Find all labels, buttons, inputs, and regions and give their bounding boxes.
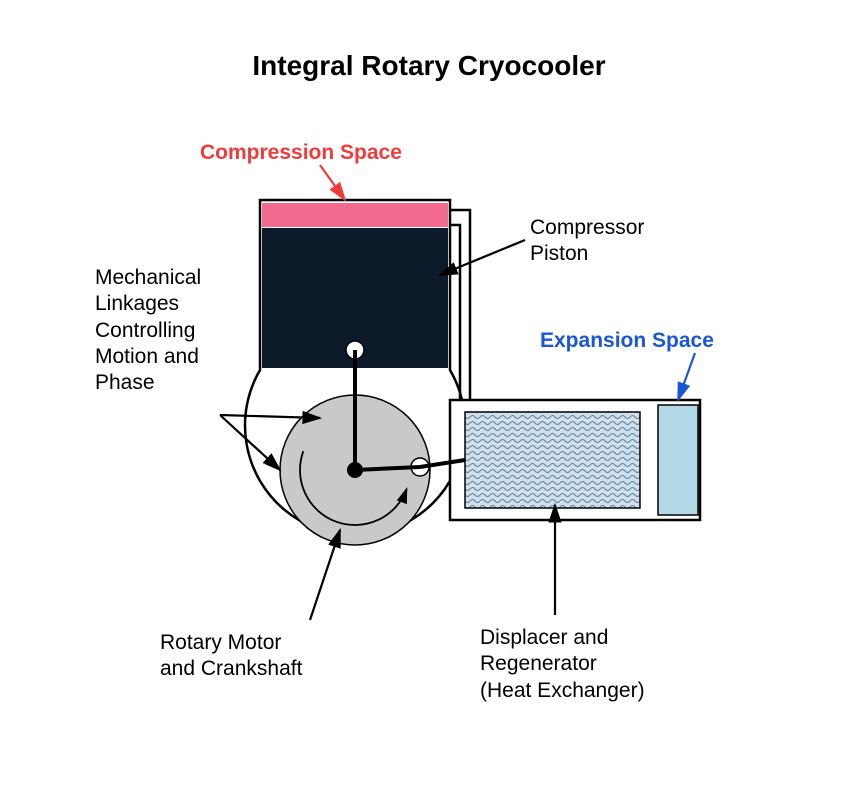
arrow-comp_space <box>320 165 345 200</box>
expansion-space <box>658 405 698 515</box>
arrow-comp_piston <box>440 240 525 275</box>
arrow-expansion <box>678 353 695 400</box>
arrow-rotary <box>310 530 340 620</box>
compression-space <box>262 203 448 227</box>
regenerator <box>465 412 640 508</box>
cryocooler-diagram <box>0 0 858 805</box>
